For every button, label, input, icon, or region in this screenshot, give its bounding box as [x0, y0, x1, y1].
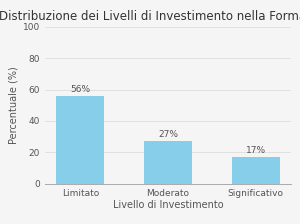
- X-axis label: Livello di Investimento: Livello di Investimento: [113, 200, 223, 210]
- Bar: [144, 141, 192, 184]
- Text: 17%: 17%: [246, 146, 266, 155]
- Title: Distribuzione dei Livelli di Investimento nella Formazione: Distribuzione dei Livelli di Investiment…: [0, 10, 300, 23]
- Text: 27%: 27%: [158, 130, 178, 140]
- Bar: [56, 96, 104, 184]
- Text: 56%: 56%: [70, 85, 90, 94]
- Bar: [232, 157, 280, 184]
- Y-axis label: Percentuale (%): Percentuale (%): [9, 66, 19, 144]
